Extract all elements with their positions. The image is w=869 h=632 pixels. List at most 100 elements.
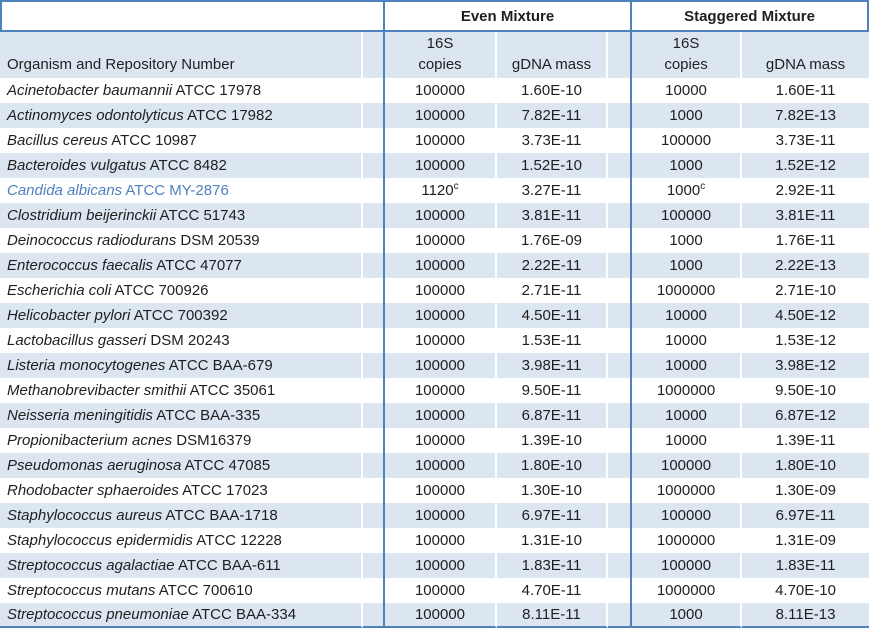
organism-cell: Streptococcus agalactiae ATCC BAA-611 (0, 553, 363, 578)
staggered-16s-copies-cell: 100000 (630, 128, 743, 153)
species-name: Listeria monocytogenes (7, 357, 166, 374)
organism-cell: Acinetobacter baumannii ATCC 17978 (0, 78, 363, 103)
organism-cell: Propionibacterium acnes DSM16379 (0, 428, 363, 453)
spacer-cell (363, 528, 383, 553)
staggered-16s-copies-cell: 10000 (630, 328, 743, 353)
organism-cell: Escherichia coli ATCC 700926 (0, 278, 363, 303)
even-gdna-mass-cell: 8.11E-11 (497, 603, 608, 628)
spacer-cell (608, 328, 630, 353)
species-name: Staphylococcus epidermidis (7, 532, 193, 549)
even-gdna-mass-cell: 6.87E-11 (497, 403, 608, 428)
even-16s-copies-cell: 100000 (383, 503, 497, 528)
mixture-header-row: Even Mixture Staggered Mixture (0, 2, 869, 32)
even-16s-copies-cell: 100000 (383, 403, 497, 428)
species-name: Bacillus cereus (7, 132, 108, 149)
spacer-cell (363, 32, 383, 78)
staggered-gdna-mass-header: gDNA mass (742, 32, 869, 78)
spacer-cell (363, 78, 383, 103)
spacer-cell (608, 478, 630, 503)
even-16s-copies-cell: 100000 (383, 378, 497, 403)
even-16s-copies-cell: 100000 (383, 478, 497, 503)
even-gdna-mass-cell: 1.80E-10 (497, 453, 608, 478)
organism-cell: Helicobacter pylori ATCC 700392 (0, 303, 363, 328)
species-name: Streptococcus pneumoniae (7, 606, 189, 623)
organism-cell: Staphylococcus aureus ATCC BAA-1718 (0, 503, 363, 528)
spacer-cell (363, 328, 383, 353)
spacer-cell (363, 453, 383, 478)
table-row: Candida albicans ATCC MY-2876 1120c 3.27E-… (0, 178, 869, 203)
spacer-cell (608, 553, 631, 578)
spacer-cell (363, 253, 383, 278)
spacer-cell (363, 428, 383, 453)
organism-cell: Pseudomonas aeruginosa ATCC 47085 (0, 453, 363, 478)
staggered-gdna-mass-cell: 7.82E-13 (742, 103, 869, 128)
even-16s-copies-header: 16S copies (383, 32, 497, 78)
even-16s-copies-cell: 100000 (383, 253, 497, 278)
species-name: Acinetobacter baumannii (7, 82, 173, 99)
species-name: Neisseria meningitidis (7, 407, 153, 424)
spacer-cell (363, 203, 383, 228)
even-16s-copies-cell: 100000 (383, 328, 497, 353)
copies-header-line2: copies (418, 56, 462, 73)
staggered-16s-copies-cell: 1000 (630, 603, 743, 628)
spacer-cell (608, 253, 631, 278)
spacer-cell (608, 178, 630, 203)
organism-cell: Lactobacillus gasseri DSM 20243 (0, 328, 363, 353)
species-name: Propionibacterium acnes (7, 432, 173, 449)
even-16s-copies-cell: 100000 (383, 428, 497, 453)
even-gdna-mass-cell: 3.98E-11 (497, 353, 608, 378)
spacer-cell (608, 528, 630, 553)
spacer-cell (363, 178, 383, 203)
even-gdna-mass-cell: 7.82E-11 (497, 103, 608, 128)
staggered-gdna-mass-cell: 2.22E-13 (742, 253, 869, 278)
spacer-cell (363, 228, 383, 253)
blank-header-cell (0, 2, 383, 32)
staggered-16s-copies-cell: 10000 (630, 78, 743, 103)
staggered-gdna-mass-cell: 4.70E-10 (775, 582, 836, 599)
even-gdna-mass-cell: 3.81E-11 (497, 203, 608, 228)
spacer-cell (363, 128, 383, 153)
staggered-mixture-header: Staggered Mixture (630, 2, 869, 32)
spacer-cell (608, 378, 630, 403)
staggered-gdna-mass-cell: 3.73E-11 (775, 132, 836, 149)
table-row: Streptococcus pneumoniae ATCC BAA-334 100… (0, 603, 869, 628)
table-row: Lactobacillus gasseri DSM 20243 100000 1.5… (0, 328, 869, 353)
spacer-cell (363, 578, 383, 603)
table-row: Enterococcus faecalis ATCC 47077 100000 2.… (0, 253, 869, 278)
spacer-cell (363, 303, 383, 328)
even-16s-copies-cell: 100000 (383, 353, 497, 378)
staggered-gdna-mass-cell: 4.50E-12 (742, 303, 869, 328)
even-gdna-mass-cell: 1.52E-10 (497, 153, 608, 178)
table-row: Deinococcus radiodurans DSM 20539 100000 1… (0, 228, 869, 253)
even-gdna-mass-cell: 9.50E-11 (497, 378, 608, 403)
spacer-cell (363, 353, 383, 378)
species-name: Pseudomonas aeruginosa (7, 457, 182, 474)
staggered-gdna-mass-cell: 3.98E-12 (742, 353, 869, 378)
even-16s-copies-cell: 100000 (383, 78, 497, 103)
spacer-cell (608, 278, 630, 303)
table-body: Acinetobacter baumannii ATCC 17978 100000… (0, 78, 869, 628)
even-gdna-mass-cell: 1.60E-10 (497, 78, 608, 103)
table-row: Neisseria meningitidis ATCC BAA-335 10000… (0, 403, 869, 428)
spacer-cell (363, 378, 383, 403)
staggered-gdna-mass-cell: 1.30E-09 (775, 482, 836, 499)
staggered-gdna-mass-cell: 6.87E-12 (742, 403, 869, 428)
staggered-16s-copies-cell: 100000 (630, 553, 743, 578)
spacer-cell (608, 428, 630, 453)
species-name: Actinomyces odontolyticus (7, 107, 184, 124)
spacer-cell (363, 403, 383, 428)
staggered-16s-copies-cell: 1000 (630, 228, 743, 253)
even-gdna-mass-cell: 3.73E-11 (497, 128, 608, 153)
staggered-gdna-mass-cell: 1.52E-12 (742, 153, 869, 178)
species-name: Staphylococcus aureus (7, 507, 163, 524)
staggered-16s-copies-cell: 10000 (630, 428, 743, 453)
table-row: Clostridium beijerinckii ATCC 51743 10000… (0, 203, 869, 228)
copies-header-line1: 16S (426, 35, 454, 52)
table-row: Acinetobacter baumannii ATCC 17978 100000… (0, 78, 869, 103)
staggered-16s-copies-cell: 10000 (630, 303, 743, 328)
footnote-marker: c (700, 181, 706, 192)
even-gdna-mass-cell: 3.27E-11 (497, 178, 608, 203)
spacer-cell (363, 603, 383, 628)
species-name: Streptococcus mutans (7, 582, 156, 599)
